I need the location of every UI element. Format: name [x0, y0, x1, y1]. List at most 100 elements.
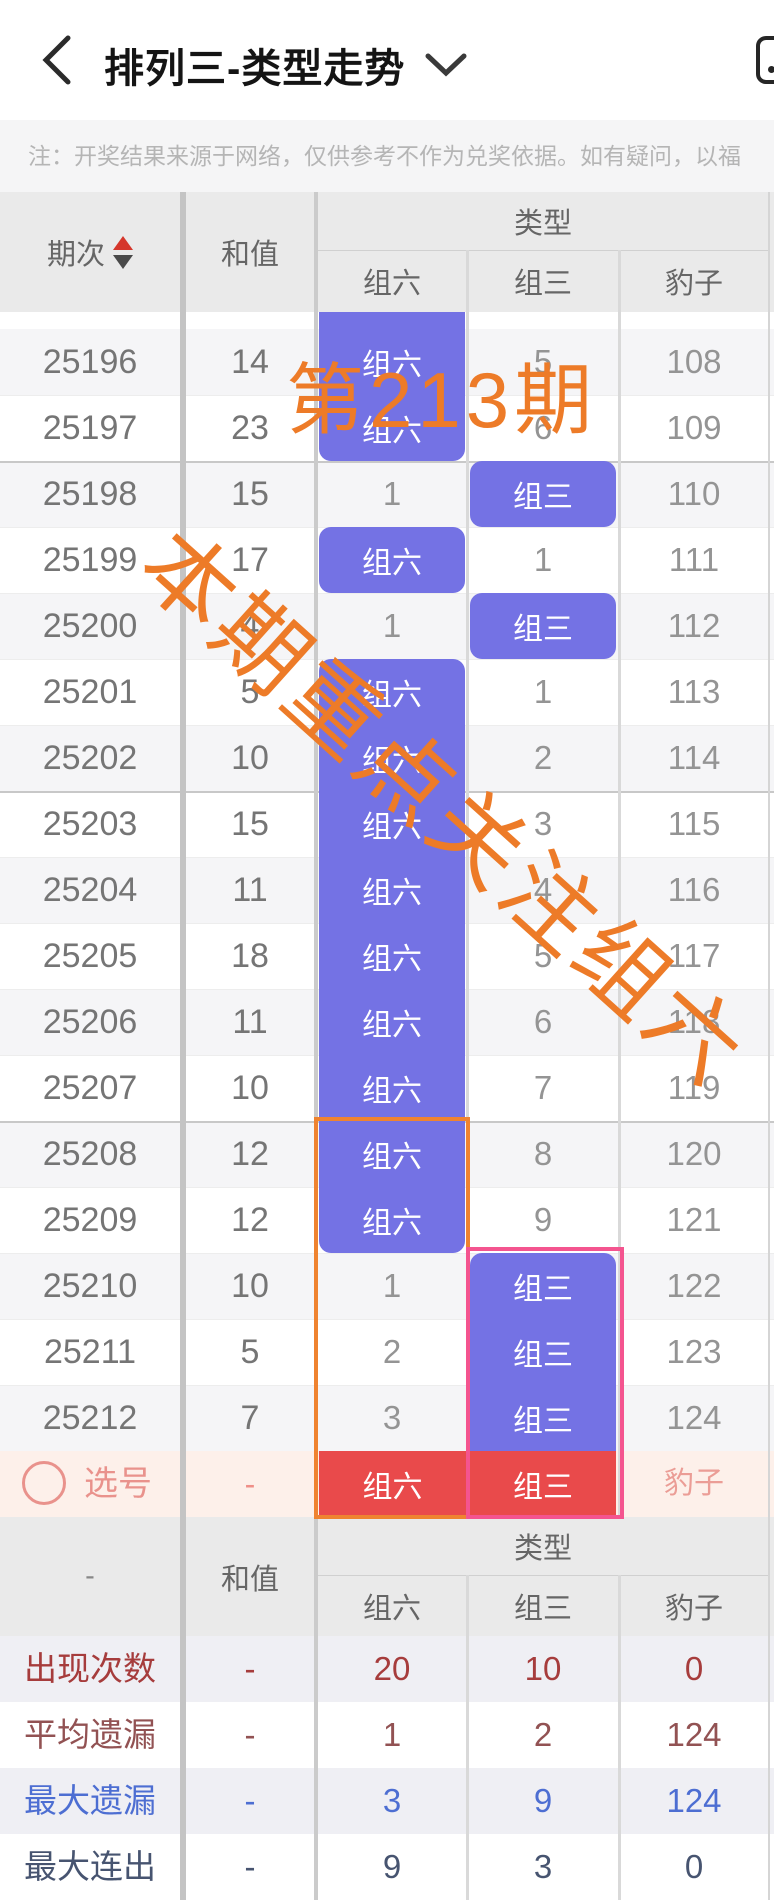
- chevron-down-icon[interactable]: [424, 52, 468, 78]
- row-divider: [0, 593, 774, 594]
- back-icon[interactable]: [36, 34, 80, 86]
- page-title: 排列三-类型走势: [104, 47, 406, 91]
- cell-period: 25211: [43, 1333, 137, 1371]
- cell-period: 25199: [42, 541, 138, 579]
- divider: [466, 1575, 469, 1900]
- hit-cell-z3: 组三: [470, 1253, 616, 1319]
- divider: [618, 250, 621, 1517]
- cell-z6: 3: [382, 1399, 402, 1436]
- cell-bz: 116: [667, 871, 721, 908]
- cell-z3: 5: [533, 343, 553, 380]
- cell-period: 25201: [42, 673, 138, 711]
- cell-bz: 115: [667, 805, 721, 842]
- table-row: 25202 10 组六 2 114: [0, 725, 774, 791]
- table-row: 25206 11 组六 6 118: [0, 989, 774, 1055]
- trend-table: 期次 和值 类型 组六 组三 豹子 25196 14 组六 5 108 25197 23 组六…: [0, 192, 774, 1900]
- cell-period: 25206: [42, 1003, 138, 1041]
- cell-z3: 1: [533, 541, 553, 578]
- column-header-sum: 和值: [186, 192, 314, 312]
- hit-cell-z3: 组三: [470, 1319, 616, 1385]
- table-row: 25196 14 组六 5 108: [0, 329, 774, 395]
- table-row: 25210 10 1 组三 122: [0, 1253, 774, 1319]
- share-icon[interactable]: [756, 36, 774, 84]
- stat-z3: 3: [533, 1848, 553, 1885]
- cell-bz: 122: [666, 1267, 722, 1304]
- sort-icon: [113, 235, 133, 269]
- divider: [618, 1575, 621, 1900]
- hit-cell-z6: 组六: [319, 1121, 465, 1187]
- hit-cell-z6: 组六: [319, 659, 465, 725]
- table-row: 25212 7 3 组三 124: [0, 1385, 774, 1451]
- column-header-z6: 组六: [318, 250, 466, 312]
- cell-period: 25205: [42, 937, 138, 975]
- stat-sum: -: [244, 1650, 256, 1687]
- pick-sum: -: [244, 1466, 256, 1502]
- cell-sum: 17: [231, 541, 269, 579]
- cell-sum: 10: [231, 739, 269, 777]
- cell-bz: 113: [667, 673, 721, 710]
- hit-cell-z6: 组六: [319, 791, 465, 857]
- stat-bz: 124: [666, 1782, 722, 1819]
- stat-bz: 124: [666, 1716, 722, 1753]
- hit-cell-z3: 组三: [470, 461, 616, 527]
- period-header-label: 期次: [46, 239, 105, 271]
- hit-cell-z6: 组六: [319, 395, 465, 461]
- stat-label: 最大遗漏: [24, 1782, 156, 1819]
- hit-cell-z3: 组三: [470, 593, 616, 659]
- hit-cell-z6: 组六: [319, 1187, 465, 1253]
- footer-z6-label: 组六: [362, 1592, 421, 1625]
- cell-bz: 109: [666, 409, 722, 446]
- cell-z6: 1: [382, 1267, 402, 1304]
- table-row: 25211 5 2 组三 123: [0, 1319, 774, 1385]
- stat-sum: -: [244, 1716, 256, 1753]
- cell-period: 25212: [42, 1399, 138, 1437]
- stat-label: 出现次数: [24, 1650, 156, 1687]
- table-header: 期次 和值 类型 组六 组三 豹子: [0, 192, 774, 312]
- cell-bz: 111: [668, 541, 720, 578]
- cell-z3: 4: [533, 871, 553, 908]
- table-row: 25197 23 组六 6 109: [0, 395, 774, 461]
- stat-z6: 3: [382, 1782, 402, 1819]
- table-row: 25199 17 组六 1 111: [0, 527, 774, 593]
- cell-period: 25200: [42, 607, 138, 645]
- cell-bz: 117: [667, 937, 721, 974]
- column-header-period[interactable]: 期次: [0, 192, 180, 312]
- pick-cell-bz[interactable]: 豹子: [664, 1467, 724, 1500]
- pick-row[interactable]: 选号 - 组六 组三 豹子: [0, 1451, 774, 1517]
- hit-cell-z6: 组六: [319, 725, 465, 791]
- cell-bz: 118: [667, 1003, 721, 1040]
- table-row: 25209 12 组六 9 121: [0, 1187, 774, 1253]
- cell-period: 25203: [42, 805, 138, 843]
- column-header-bz: 豹子: [620, 250, 768, 312]
- hit-cell-z6: 组六: [319, 527, 465, 593]
- stat-bz: 0: [684, 1848, 704, 1885]
- cell-sum: 14: [231, 343, 269, 381]
- cell-bz: 123: [666, 1333, 722, 1370]
- footer-z3-label: 组三: [513, 1592, 572, 1625]
- stat-z3: 10: [524, 1650, 562, 1687]
- footer-header: - 和值 类型 组六 组三 豹子: [0, 1517, 774, 1636]
- footer-type-group-label: 类型: [513, 1533, 572, 1565]
- table-row: 25204 11 组六 4 116: [0, 857, 774, 923]
- cell-z3: 9: [533, 1201, 553, 1238]
- cell-bz: 121: [666, 1201, 722, 1238]
- cell-z3: 6: [533, 1003, 553, 1040]
- row-divider: [0, 1319, 774, 1320]
- cell-sum: 10: [231, 1069, 269, 1107]
- cell-bz: 120: [666, 1135, 722, 1172]
- table-row: 25200 4 1 组三 112: [0, 593, 774, 659]
- pick-cell-z3[interactable]: 组三: [470, 1451, 616, 1517]
- cell-bz: 112: [667, 607, 721, 644]
- stat-row-avg-miss: 平均遗漏 - 1 2 124: [0, 1702, 774, 1768]
- table-row: 25203 15 组六 3 115: [0, 791, 774, 857]
- cell-sum: 7: [240, 1399, 260, 1437]
- type-group-label: 类型: [513, 208, 572, 240]
- cell-period: 25196: [42, 343, 138, 381]
- stat-z3: 9: [533, 1782, 553, 1819]
- stat-label: 平均遗漏: [24, 1716, 156, 1753]
- footer-period-label: -: [85, 1560, 95, 1592]
- row-divider: [0, 1385, 774, 1386]
- divider: [180, 192, 186, 1900]
- pick-radio-icon[interactable]: [22, 1461, 66, 1505]
- pick-cell-z6[interactable]: 组六: [319, 1451, 466, 1517]
